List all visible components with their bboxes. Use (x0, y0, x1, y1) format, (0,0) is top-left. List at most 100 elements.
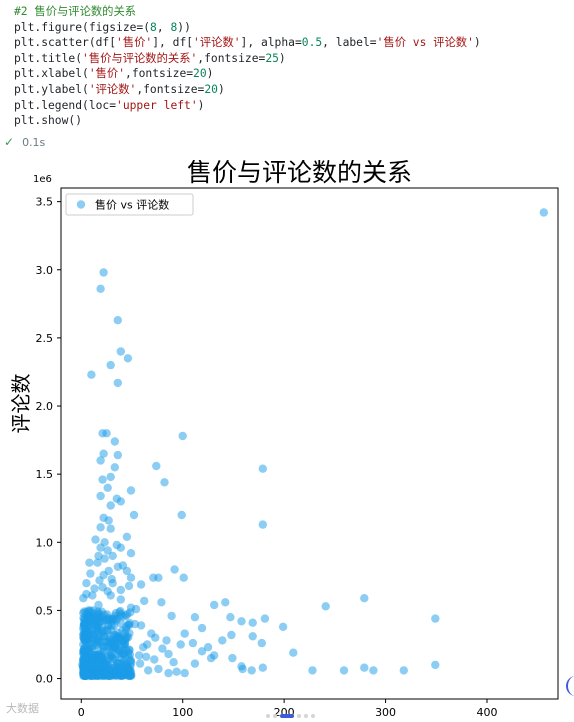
scatter-point (135, 659, 145, 668)
scroll-dot[interactable] (273, 714, 277, 718)
scatter-point (190, 659, 200, 668)
scatter-point (154, 573, 163, 582)
scroll-dot[interactable] (266, 714, 270, 718)
scatter-point (88, 625, 98, 635)
scatter-point (94, 670, 103, 680)
scatter-point (107, 615, 116, 624)
scatter-point (206, 653, 216, 663)
scatter-point (113, 649, 123, 659)
scatter-point (129, 510, 139, 520)
scatter-point (431, 614, 440, 623)
scatter-point (308, 666, 317, 675)
y-offset-label: 1e6 (33, 174, 52, 185)
scatter-point (321, 602, 330, 611)
scatter-point (90, 584, 99, 593)
scatter-point (96, 284, 105, 293)
scatter-point (79, 640, 88, 649)
scatter-point (82, 579, 91, 588)
scroll-dot-active[interactable] (280, 714, 294, 718)
scatter-point (260, 614, 270, 623)
plot-frame (60, 187, 559, 700)
scatter-point (99, 449, 108, 458)
scatter-point (126, 573, 136, 582)
scroll-dot[interactable] (304, 714, 308, 718)
x-tick-label: 400 (477, 706, 498, 719)
scatter-point (96, 456, 105, 465)
side-handle[interactable] (566, 676, 574, 696)
scatter-point (203, 643, 213, 652)
scatter-point (122, 532, 132, 541)
scatter-point (113, 316, 123, 325)
scroll-indicator[interactable] (266, 703, 326, 718)
scatter-point (126, 549, 136, 558)
scatter-point (258, 663, 267, 672)
scatter-point (539, 208, 548, 217)
y-tick-label: 2.5 (36, 332, 54, 345)
scatter-point (126, 486, 136, 495)
y-axis-label: 评论数 (9, 374, 33, 434)
scatter-point (82, 623, 91, 632)
scatter-point (124, 620, 133, 629)
scroll-dot[interactable] (297, 714, 301, 718)
scatter-point (113, 450, 123, 460)
scatter-point (104, 516, 113, 525)
scatter-point (94, 636, 103, 646)
code-line: plt.scatter(df['售价'], df['评论数'], alpha=0… (14, 36, 481, 50)
x-tick-label: 100 (172, 706, 193, 719)
scatter-point (154, 664, 163, 674)
scatter-point (106, 649, 116, 659)
scatter-point (110, 463, 120, 472)
y-tick-label: 3.5 (36, 196, 54, 209)
scatter-point (248, 618, 257, 627)
legend-box (65, 193, 194, 216)
x-tick-label: 0 (78, 706, 85, 719)
scatter-point (210, 600, 219, 610)
scatter-point (172, 667, 181, 676)
scatter-point (247, 666, 256, 675)
execution-status: ✓ 0.1s (4, 135, 45, 149)
scatter-point (112, 540, 122, 550)
scatter-point (87, 370, 96, 379)
scatter-point (218, 636, 227, 645)
scatter-point (106, 524, 115, 533)
scatter-point (94, 551, 103, 561)
scatter-point (238, 664, 247, 674)
scatter-point (369, 666, 378, 675)
scatter-point (102, 429, 111, 438)
scatter-point (360, 594, 369, 603)
scroll-dot[interactable] (311, 714, 315, 718)
scatter-point (237, 617, 246, 626)
legend-label: 售价 vs 评论数 (95, 198, 169, 212)
scatter-point (125, 645, 134, 654)
scatter-point (136, 580, 146, 589)
scatter-point (164, 649, 173, 659)
y-tick-label: 2.0 (36, 400, 54, 413)
scatter-point (103, 587, 112, 596)
code-cell[interactable]: #2 售价与评论数的关系#2 售价与评论数的关系 plt.figure(figsi… (0, 0, 574, 152)
scatter-point (278, 622, 288, 631)
scatter-point (152, 461, 161, 471)
scatter-point (140, 596, 149, 606)
scatter-point (94, 618, 103, 628)
scatter-point (180, 629, 189, 638)
code-line: plt.show()plt.show() (14, 114, 83, 128)
scatter-point (81, 669, 90, 678)
scatter-point (119, 656, 128, 665)
scatter-point (79, 594, 88, 603)
y-tick-label: 0.0 (36, 673, 54, 686)
scatter-point (258, 520, 267, 529)
scatter-point (95, 653, 104, 662)
code-line: plt.legend(loc='upper left')plt.legend(l… (14, 98, 205, 112)
scatter-point (164, 668, 173, 678)
scatter-point (111, 641, 120, 651)
scatter-point (106, 360, 115, 370)
scatter-point (85, 558, 94, 567)
scatter-point (227, 630, 236, 640)
y-tick-label: 1.5 (36, 468, 54, 481)
x-tick-label: 300 (375, 706, 396, 719)
scatter-point (103, 546, 112, 555)
scatter-point (162, 636, 171, 645)
scatter-point (180, 668, 189, 678)
scatter-point (116, 585, 126, 595)
